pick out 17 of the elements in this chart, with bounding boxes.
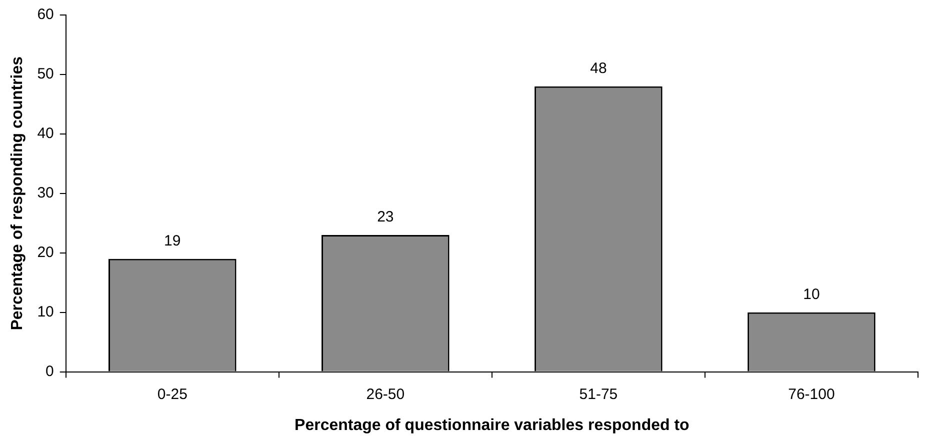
data-label: 10 bbox=[803, 286, 820, 303]
y-tick-label: 20 bbox=[37, 244, 54, 262]
x-tick-label: 0-25 bbox=[157, 386, 188, 403]
data-label: 19 bbox=[164, 232, 181, 250]
y-tick-label: 50 bbox=[37, 66, 54, 83]
y-tick-label: 30 bbox=[37, 184, 54, 202]
x-axis-title: Percentage of questionnaire variables responded to bbox=[294, 416, 690, 434]
data-label: 48 bbox=[590, 60, 607, 77]
y-tick-label: 60 bbox=[37, 6, 54, 24]
data-label: 23 bbox=[377, 208, 394, 226]
x-tick-label: 51-75 bbox=[579, 386, 618, 403]
y-tick-label: 10 bbox=[37, 303, 54, 320]
x-tick-label: 26-50 bbox=[366, 386, 405, 403]
x-tick-label: 76-100 bbox=[788, 386, 835, 403]
y-tick-label: 40 bbox=[37, 125, 54, 142]
y-tick-label: 0 bbox=[46, 362, 54, 380]
y-axis-title: Percentage of responding countries bbox=[9, 56, 26, 330]
